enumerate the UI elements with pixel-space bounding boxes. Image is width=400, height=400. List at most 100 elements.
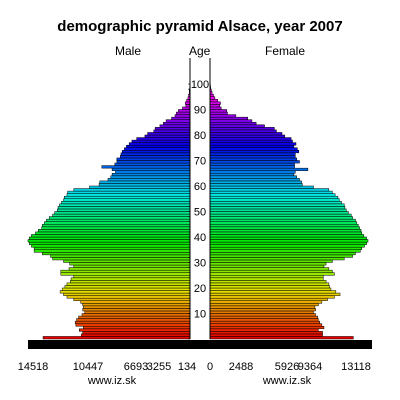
male-bar-age-19 [61, 287, 191, 291]
source-right: www.iz.sk [262, 375, 312, 387]
female-bar-age-93 [209, 99, 218, 103]
female-bar-age-91 [209, 104, 221, 108]
female-bar-age-26 [209, 269, 333, 273]
age-tick-label: 80 [194, 130, 206, 142]
male-bar-age-43 [41, 226, 191, 230]
male-bar-age-24 [73, 275, 191, 279]
male-bar-age-36 [31, 244, 191, 248]
male-bar-age-59 [89, 185, 191, 189]
female-bar-age-3 [209, 328, 319, 332]
female-bar-age-69 [209, 160, 300, 164]
female-bar-age-83 [209, 124, 265, 128]
male-bar-age-17 [63, 292, 191, 296]
male-bar-age-3 [79, 328, 191, 332]
male-axis-tick-4: 3255 [146, 361, 172, 373]
female-bar-age-12 [209, 305, 316, 309]
male-bar-age-46 [46, 218, 191, 222]
male-bar-age-1 [81, 333, 191, 337]
male-bar-age-92 [184, 101, 191, 105]
age-tick-label: 100 [191, 79, 209, 91]
female-bar-age-70 [209, 157, 297, 161]
male-bar-age-16 [66, 295, 191, 299]
male-axis-tick-3: 6693 [123, 361, 149, 373]
female-bar-age-40 [209, 234, 365, 238]
female-bar-age-21 [209, 282, 330, 286]
male-bar-age-75 [126, 144, 191, 148]
male-bar-age-47 [48, 216, 191, 220]
male-axis-tick-5: 134 [177, 361, 197, 373]
age-tick-label: 50 [194, 207, 206, 219]
male-bar-age-60 [98, 183, 191, 187]
male-bar-age-90 [182, 106, 191, 110]
male-bar-age-44 [42, 224, 191, 228]
female-bar-age-24 [209, 275, 324, 279]
age-tick-label: 40 [194, 232, 206, 244]
male-bar-age-86 [171, 116, 191, 120]
female-bar-age-15 [209, 297, 328, 302]
female-bar-age-52 [209, 203, 345, 207]
male-bar-age-68 [114, 162, 191, 166]
female-bar-age-11 [209, 308, 316, 312]
male-bar-age-82 [154, 127, 191, 131]
female-label: Female [265, 44, 306, 58]
female-bar-age-61 [209, 180, 302, 184]
female-bar-age-73 [209, 150, 300, 154]
male-bar-age-27 [68, 267, 191, 271]
male-bar-age-57 [67, 190, 191, 194]
male-bar-age-21 [66, 282, 191, 286]
age-tick-label: 60 [194, 181, 206, 193]
male-bar-age-8 [78, 315, 191, 319]
female-bar-age-39 [209, 236, 367, 240]
male-bar-age-61 [99, 180, 191, 184]
male-bar-age-72 [120, 152, 191, 156]
female-bar-age-68 [209, 162, 295, 166]
male-bar-age-13 [82, 303, 191, 307]
female-bar-age-18 [209, 290, 337, 294]
female-bar-age-74 [209, 147, 298, 151]
male-bar-age-34 [33, 249, 191, 253]
female-bar-age-44 [209, 224, 359, 228]
female-bar-age-65 [209, 170, 296, 174]
female-bar-age-78 [209, 137, 292, 141]
female-bar-age-81 [209, 129, 277, 133]
female-bar-age-76 [209, 142, 297, 146]
male-bar-age-70 [116, 157, 191, 161]
male-axis-tick-1: 14518 [17, 361, 49, 373]
male-bar-age-89 [178, 109, 191, 113]
female-bar-age-34 [209, 249, 361, 253]
female-bar-age-14 [209, 300, 323, 304]
male-label: Male [115, 44, 142, 58]
male-bar-age-45 [44, 221, 191, 225]
female-bar-age-33 [209, 252, 356, 256]
female-bar-age-10 [209, 310, 314, 314]
male-bar-age-14 [80, 300, 191, 304]
male-bar-age-32 [50, 254, 191, 258]
female-axis-tick-1: 0 [206, 361, 214, 373]
male-bar-age-87 [174, 114, 191, 118]
male-bar-age-50 [57, 208, 191, 212]
male-bar-age-88 [176, 111, 191, 115]
female-bar-age-20 [209, 285, 330, 289]
female-bar-age-77 [209, 139, 293, 143]
female-bar-age-85 [209, 119, 253, 123]
male-bar-age-39 [29, 236, 191, 240]
female-bar-age-84 [209, 122, 257, 126]
male-bar-age-52 [59, 203, 191, 207]
female-bar-age-60 [209, 183, 303, 187]
female-bar-age-57 [209, 190, 333, 194]
female-bar-age-87 [209, 114, 237, 118]
male-bar-age-56 [66, 193, 191, 197]
female-bar-age-75 [209, 144, 295, 148]
male-bar-age-93 [186, 99, 191, 103]
female-bar-age-5 [209, 323, 323, 327]
male-bar-age-53 [61, 201, 191, 205]
chart-title: demographic pyramid Alsace, year 2007 [57, 18, 343, 35]
female-bar-age-19 [209, 287, 332, 291]
age-axis: 10 20 30 40 50 60 70 80 90 100 [188, 58, 211, 340]
male-bar-age-80 [147, 132, 191, 136]
male-bar-age-15 [73, 297, 191, 302]
age-tick-label: 30 [194, 258, 206, 270]
female-bar-age-42 [209, 229, 362, 233]
male-bar-age-85 [165, 119, 191, 123]
